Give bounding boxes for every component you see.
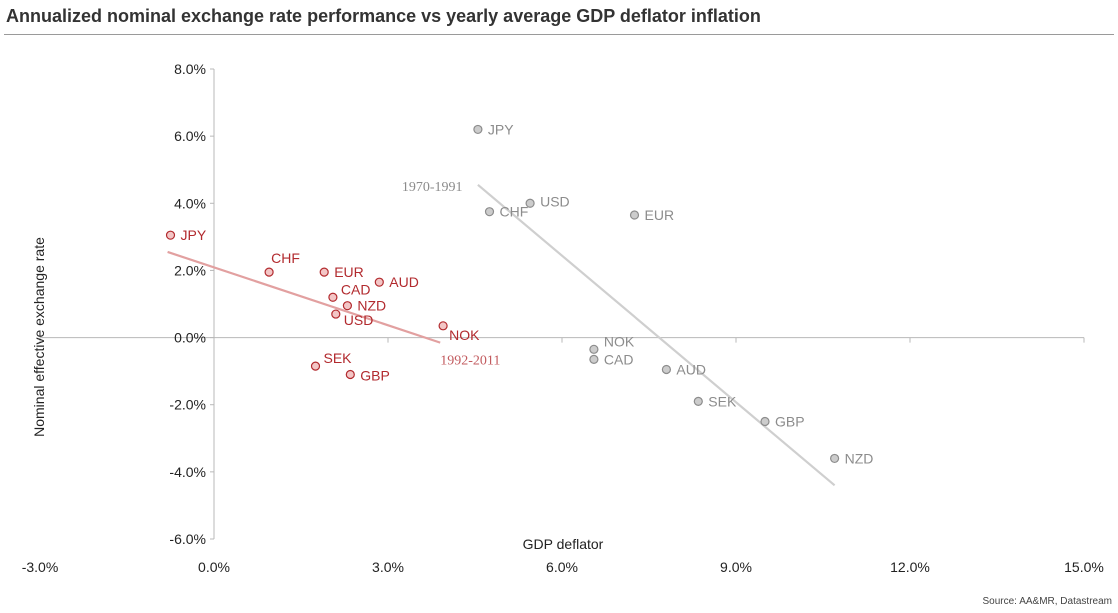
point-label: AUD: [389, 274, 419, 290]
point-label: GBP: [775, 414, 805, 430]
x-tick-label: 6.0%: [546, 559, 578, 575]
point-label: SEK: [324, 350, 353, 366]
x-tick-label: 0.0%: [198, 559, 230, 575]
data-point: [331, 309, 341, 319]
data-point: [374, 277, 384, 287]
point-labels: 1992-2011JPYCHFEURAUDCADNZDUSDNOKSEKGBP1…: [181, 121, 874, 466]
point-label: JPY: [488, 121, 514, 137]
data-point: [629, 210, 640, 220]
x-tick-label: 3.0%: [372, 559, 404, 575]
title-divider: [4, 34, 1114, 35]
point-label: USD: [540, 193, 570, 209]
point-label: SEK: [708, 393, 737, 409]
point-label: NZD: [845, 450, 874, 466]
chart-title: Annualized nominal exchange rate perform…: [6, 6, 761, 26]
data-point: [484, 207, 495, 217]
x-tick-label: 15.0%: [1064, 559, 1104, 575]
data-point: [345, 369, 355, 380]
point-label: JPY: [181, 227, 207, 243]
data-point: [310, 361, 321, 371]
x-tick-labels: -3.0% 0.0% 3.0% 6.0% 9.0% 12.0% 15.0%: [22, 559, 1104, 575]
data-point: [525, 198, 535, 208]
y-tick-label: 2.0%: [174, 262, 206, 278]
x-tick-label: -3.0%: [22, 559, 59, 575]
y-tick-label: 6.0%: [174, 128, 206, 144]
data-point: [264, 267, 274, 277]
trend-label: 1992-2011: [440, 354, 500, 369]
trend-label: 1970-1991: [402, 180, 463, 195]
data-point: [589, 344, 599, 354]
source-note: Source: AA&MR, Datastream: [982, 596, 1113, 607]
data-point: [473, 124, 483, 135]
data-point: [438, 321, 448, 331]
y-tick-label: 4.0%: [174, 195, 206, 211]
point-label: AUD: [676, 361, 706, 377]
y-axis-label: Nominal effective exchange rate: [31, 237, 47, 437]
data-points: [165, 124, 840, 464]
y-tick-label: -4.0%: [169, 464, 206, 480]
data-point: [693, 396, 703, 406]
data-point: [328, 292, 338, 302]
axes: [39, 68, 1085, 540]
data-point: [589, 354, 599, 364]
x-axis-label: GDP deflator: [523, 536, 604, 552]
point-label: CAD: [604, 351, 634, 367]
point-label: NOK: [604, 333, 635, 349]
y-tick-labels: 8.0% 6.0% 4.0% 2.0% 0.0% -2.0% -4.0% -6.0%: [169, 61, 206, 547]
y-tick-label: 8.0%: [174, 61, 206, 77]
point-label: GBP: [360, 368, 390, 384]
point-label: CHF: [271, 250, 300, 266]
y-tick-label: -2.0%: [169, 397, 206, 413]
x-tick-label: 12.0%: [890, 559, 930, 575]
data-point: [760, 416, 770, 427]
trend-line: [167, 250, 441, 344]
point-label: USD: [344, 312, 374, 328]
trend-line: [477, 183, 836, 487]
point-label: NZD: [357, 298, 386, 314]
trend-lines: [167, 183, 836, 487]
data-point: [829, 453, 840, 464]
point-label: EUR: [334, 264, 364, 280]
data-point: [661, 364, 672, 375]
data-point: [342, 301, 352, 311]
data-point: [165, 230, 176, 240]
data-point: [319, 267, 329, 277]
y-tick-label: 0.0%: [174, 330, 206, 346]
y-tick-label: -6.0%: [169, 531, 206, 547]
point-label: EUR: [645, 207, 675, 223]
point-label: CHF: [500, 204, 529, 220]
point-label: CAD: [341, 281, 371, 297]
point-label: NOK: [449, 327, 480, 343]
x-tick-label: 9.0%: [720, 559, 752, 575]
